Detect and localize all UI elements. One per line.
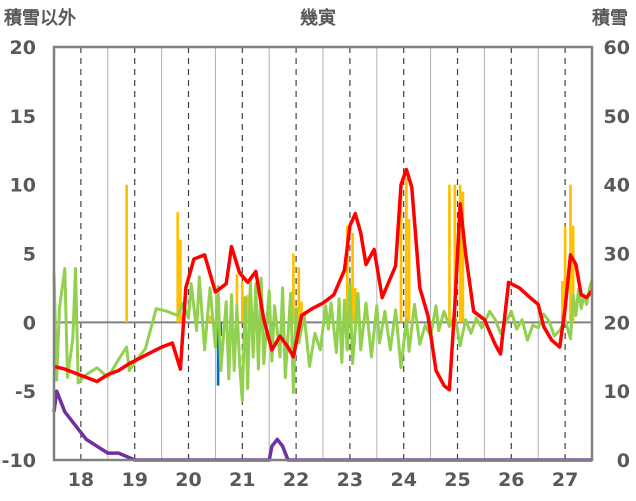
bar-orange <box>246 294 250 323</box>
y-right-tick-label: 20 <box>604 312 630 334</box>
y-right-tick-label: 50 <box>604 106 630 128</box>
bar-orange <box>561 281 564 323</box>
bar-orange <box>240 281 244 323</box>
left-axis-label: 積雪以外 <box>3 7 76 29</box>
x-tick-label: 21 <box>229 469 255 491</box>
chart-title: 幾寅 <box>300 7 336 29</box>
y-left-tick-label: 0 <box>23 312 36 334</box>
y-left-tick-label: -10 <box>2 450 36 472</box>
x-tick-label: 19 <box>121 469 147 491</box>
y-right-tick-label: 30 <box>604 244 630 266</box>
y-left-tick-label: 20 <box>10 37 36 59</box>
y-right-tick-label: 0 <box>617 450 630 472</box>
series-red-line <box>53 167 594 392</box>
bar-orange <box>125 184 128 323</box>
bar-orange <box>176 212 180 323</box>
bar-blue <box>216 322 220 386</box>
y-right-tick-label: 60 <box>604 37 630 59</box>
grid <box>54 47 592 460</box>
x-tick-label: 24 <box>390 469 416 491</box>
bar-orange <box>208 315 212 323</box>
bar-orange <box>300 301 303 323</box>
bar-orange <box>353 287 357 323</box>
bar-orange <box>458 184 462 323</box>
x-tick-label: 27 <box>552 469 578 491</box>
x-tick-label: 20 <box>175 469 201 491</box>
bar-orange <box>448 184 451 323</box>
y-left-tick-label: 15 <box>10 106 36 128</box>
bar-orange <box>399 191 403 323</box>
x-tick-label: 23 <box>337 469 363 491</box>
bar-orange <box>345 225 349 323</box>
plot-frame <box>52 45 594 462</box>
bar-orange <box>297 267 301 323</box>
bar-orange <box>407 219 411 323</box>
x-tick-label: 18 <box>68 469 94 491</box>
x-tick-label: 25 <box>444 469 470 491</box>
bar-orange <box>563 225 567 323</box>
bar-orange <box>292 253 295 323</box>
bar-orange <box>453 184 457 323</box>
x-tick-label: 22 <box>283 469 309 491</box>
bar-orange <box>461 191 465 323</box>
bar-orange <box>179 239 182 323</box>
bar-orange <box>351 232 354 323</box>
y-left-tick-label: -5 <box>15 381 36 403</box>
y-right-tick-label: 10 <box>604 381 630 403</box>
x-tick-label: 26 <box>498 469 524 491</box>
bar-orange <box>235 274 239 323</box>
y-right-tick-label: 40 <box>604 175 630 197</box>
y-left-tick-label: 10 <box>10 175 36 197</box>
y-left-tick-label: 5 <box>23 244 36 266</box>
bar-orange <box>571 225 575 323</box>
bar-orange <box>405 177 408 323</box>
right-axis-label: 積雪 <box>591 7 628 29</box>
